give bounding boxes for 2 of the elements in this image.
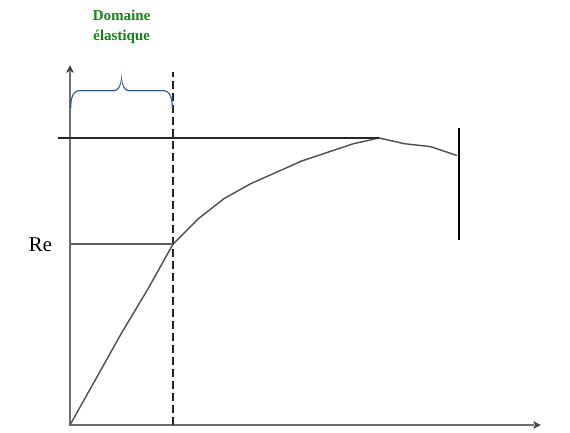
text: Domaine élastique <box>92 7 152 46</box>
ref-line-label: Re <box>28 232 52 256</box>
